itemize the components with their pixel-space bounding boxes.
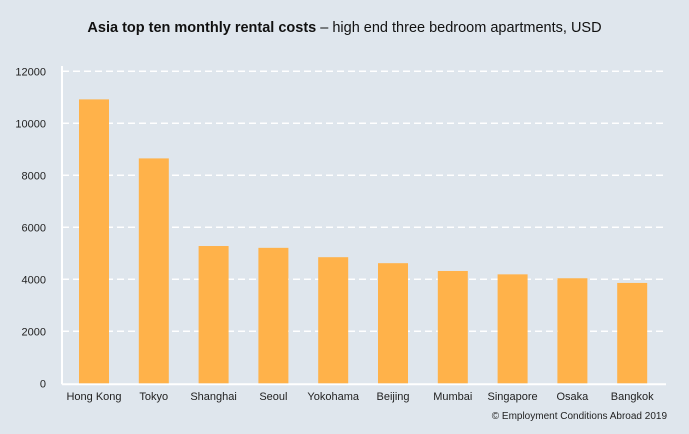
- bar-bangkok: [617, 282, 648, 384]
- bar-mumbai: [437, 270, 468, 384]
- x-tick-label: Mumbai: [433, 391, 472, 403]
- bar-seoul: [258, 247, 289, 384]
- x-tick-label: Yokohama: [307, 391, 359, 403]
- x-tick-label: Bangkok: [611, 391, 654, 403]
- y-tick-label: 4000: [22, 274, 46, 286]
- x-tick-label: Shanghai: [190, 391, 237, 403]
- bar-beijing: [378, 263, 408, 384]
- title-main: Asia top ten monthly rental costs: [87, 20, 317, 36]
- y-tick-label: 0: [40, 378, 46, 390]
- y-tick-label: 6000: [22, 222, 46, 234]
- x-tick-label: Osaka: [557, 391, 590, 403]
- y-tick-label: 2000: [22, 326, 46, 338]
- x-tick-label: Beijing: [376, 391, 409, 403]
- bar-shanghai: [198, 246, 229, 384]
- y-tick-label: 10000: [15, 118, 46, 130]
- x-tick-label: Singapore: [488, 391, 538, 403]
- bar-osaka: [557, 278, 588, 384]
- y-tick-label: 12000: [15, 66, 46, 78]
- bar-yokohama: [318, 257, 349, 384]
- y-tick-label: 8000: [22, 170, 46, 182]
- bar-singapore: [497, 274, 528, 384]
- x-tick-label: Seoul: [259, 391, 287, 403]
- copyright-footer: © Employment Conditions Abroad 2019: [491, 411, 667, 422]
- title-subtitle: – high end three bedroom apartments, USD: [320, 20, 602, 36]
- x-tick-label: Hong Kong: [66, 391, 121, 403]
- chart-title: Asia top ten monthly rental costs – high…: [0, 20, 689, 36]
- bar-tokyo: [138, 158, 169, 384]
- x-tick-label: Tokyo: [139, 391, 168, 403]
- bar-hong-kong: [79, 99, 109, 384]
